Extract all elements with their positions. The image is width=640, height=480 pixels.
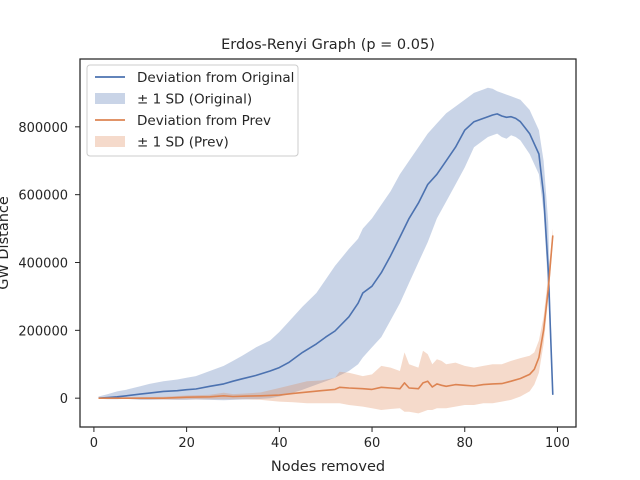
plot-frame [79,58,577,428]
x-tick-label: 0 [90,436,98,451]
y-tick-label: 600000 [18,189,68,204]
legend-label: Deviation from Prev [137,113,271,129]
axis-ticks: 0 20 40 60 80 100 0 200000 400000 600000 800000 [18,121,570,451]
series-line-1 [98,235,554,400]
y-tick-label: 200000 [18,324,68,339]
legend-label: Deviation from Original [137,70,294,86]
x-tick-label: 80 [456,436,473,451]
series-lines [98,113,554,400]
legend: Deviation from Original ± 1 SD (Original)… [86,64,299,157]
sd-band-1 [98,228,553,414]
legend-box [86,64,299,157]
x-tick-label: 20 [178,436,195,451]
x-tick-label: 100 [545,436,570,451]
legend-label: ± 1 SD (Original) [137,92,252,108]
y-axis-label: GW Distance [0,196,12,290]
sd-band-0 [98,87,553,401]
x-tick-label: 40 [271,436,288,451]
y-tick-label: 800000 [18,121,68,136]
legend-band-swatch [95,93,125,104]
legend-band-swatch [95,136,125,147]
y-tick-label: 0 [60,392,68,407]
sd-bands [98,87,553,414]
y-tick-label: 400000 [18,257,68,272]
series-line-0 [98,113,554,399]
chart-title: Erdos-Renyi Graph (p = 0.05) [221,37,435,53]
x-tick-label: 60 [364,436,381,451]
legend-label: ± 1 SD (Prev) [137,135,229,151]
x-axis-label: Nodes removed [271,459,385,475]
